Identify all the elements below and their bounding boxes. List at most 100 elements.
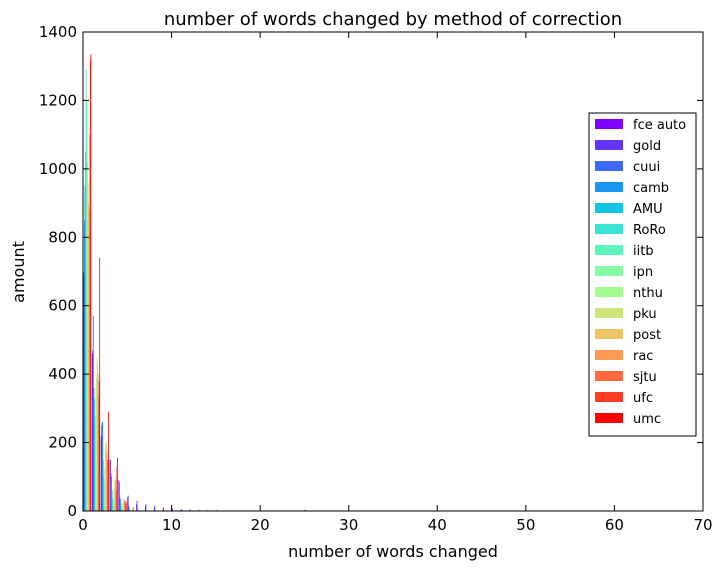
bar-camb — [84, 185, 86, 511]
bar-camb — [102, 422, 104, 511]
bar-gold — [304, 509, 306, 511]
legend-label: pku — [633, 307, 657, 322]
bar-amu — [93, 398, 95, 511]
legend-label: ipn — [633, 265, 653, 280]
y-tick-label: 1000 — [39, 160, 77, 178]
bar-nthu — [104, 449, 106, 511]
legend-label: iitb — [633, 244, 654, 259]
bar-post — [114, 476, 116, 511]
bar-gold — [154, 505, 156, 511]
bar-fce-auto — [118, 480, 120, 511]
legend-swatch — [595, 161, 623, 171]
bar-fce-auto — [136, 504, 137, 511]
legend-swatch — [595, 119, 623, 129]
bar-pku — [132, 507, 133, 511]
bar-nthu — [122, 502, 124, 511]
bar-post — [106, 442, 107, 511]
bar-gold — [172, 508, 173, 511]
bar-iitb — [95, 425, 96, 511]
bar-amu — [85, 151, 86, 511]
legend-label: camb — [633, 181, 669, 196]
x-tick-label: 50 — [516, 516, 535, 534]
bar-gold — [127, 495, 129, 511]
x-tick-label: 0 — [78, 516, 88, 534]
bar-gold — [136, 500, 138, 511]
x-tick-label: 40 — [428, 516, 447, 534]
x-tick-label: 10 — [162, 516, 181, 534]
bar-gold — [216, 509, 218, 511]
legend-swatch — [595, 245, 623, 255]
legend-swatch — [595, 287, 623, 297]
x-tick-label: 20 — [251, 516, 270, 534]
y-tick-label: 800 — [48, 228, 77, 246]
bar-gold — [198, 509, 200, 511]
x-tick-label: 60 — [605, 516, 624, 534]
bar-cuui — [84, 220, 85, 511]
bar-fce-auto — [145, 505, 146, 511]
bar-ipn — [86, 175, 88, 511]
bar-cuui — [101, 422, 103, 511]
bar-fce-auto — [304, 509, 306, 511]
bar-ipn — [95, 387, 97, 511]
bar-pku — [87, 182, 89, 512]
bar-post — [88, 203, 90, 511]
plot-frame — [82, 31, 704, 512]
chart-title: number of words changed by method of cor… — [164, 9, 622, 30]
legend-label: sjtu — [633, 370, 657, 385]
bar-rac — [133, 507, 134, 511]
bar-pku — [105, 442, 107, 511]
bar-pku — [96, 357, 98, 511]
bar-ipn — [113, 497, 115, 511]
bar-cuui — [137, 509, 139, 511]
axis-ticks: 0 10 20 30 40 50 60 70 0 200 400 600 800 1000 1200 1400 — [39, 23, 713, 534]
legend-label: ufc — [633, 391, 653, 406]
legend-swatch — [595, 308, 623, 318]
bar-sjtu — [89, 134, 91, 511]
bar-ufc — [125, 500, 127, 511]
bar-gold — [145, 504, 147, 511]
bar-gold — [189, 509, 191, 511]
bar-camb — [111, 476, 112, 511]
bar-fce-auto — [180, 509, 182, 511]
bars-group — [83, 54, 332, 512]
bar-ufc — [107, 459, 109, 511]
legend-label: post — [633, 328, 661, 343]
bar-post — [132, 506, 134, 511]
bar-umc — [125, 502, 127, 511]
bar-fce-auto — [100, 435, 102, 511]
bar-camb — [128, 507, 130, 511]
bar-gold — [118, 481, 120, 511]
bar-nthu — [87, 162, 89, 511]
bar-gold — [110, 459, 111, 511]
bar-iitb — [112, 504, 114, 511]
bar-umc — [108, 411, 109, 511]
bar-nthu — [113, 487, 115, 511]
bar-roro — [112, 499, 114, 511]
bar-fce-auto — [153, 507, 155, 511]
legend-swatch — [595, 224, 623, 234]
bar-umc — [117, 457, 118, 511]
y-tick-label: 600 — [48, 297, 77, 315]
bar-nthu — [131, 508, 133, 511]
x-tick-label: 30 — [339, 516, 358, 534]
bar-roro — [85, 69, 87, 511]
legend-swatch — [595, 203, 623, 213]
bar-roro — [103, 476, 105, 511]
y-tick-label: 400 — [48, 365, 77, 383]
bar-umc — [99, 257, 101, 511]
legend-label: rac — [633, 349, 653, 364]
legend-label: gold — [633, 139, 661, 154]
bar-rac — [97, 374, 99, 511]
bar-fce-auto — [162, 508, 164, 511]
y-tick-label: 0 — [67, 502, 77, 520]
legend-swatch — [595, 182, 623, 192]
legend-label: AMU — [633, 202, 663, 217]
bar-ufc — [98, 380, 100, 511]
bar-rac — [115, 480, 117, 511]
bar-fce-auto — [189, 509, 191, 511]
x-tick-label: 70 — [693, 516, 712, 534]
bar-gold — [180, 508, 182, 511]
legend-swatch — [595, 140, 623, 150]
bar-amu — [111, 490, 113, 511]
bar-ufc — [89, 59, 91, 512]
